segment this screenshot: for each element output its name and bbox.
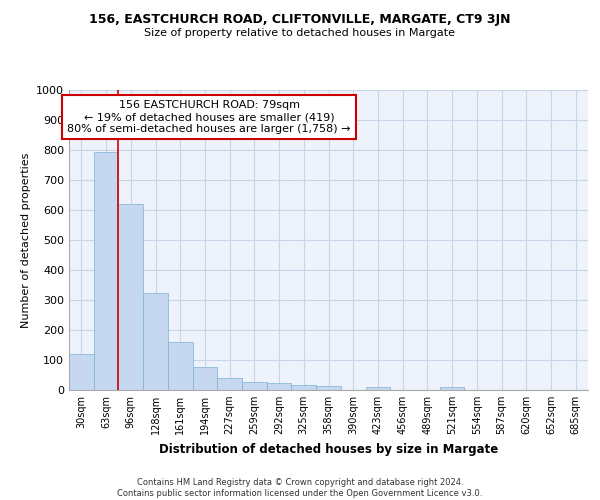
Text: 156 EASTCHURCH ROAD: 79sqm
← 19% of detached houses are smaller (419)
80% of sem: 156 EASTCHURCH ROAD: 79sqm ← 19% of deta… [67,100,351,134]
Bar [118,204,143,390]
Text: Size of property relative to detached houses in Margate: Size of property relative to detached ho… [145,28,455,38]
Bar [193,367,217,390]
Bar [292,385,316,390]
Bar [242,382,267,390]
Bar [440,388,464,390]
Bar [69,354,94,390]
Bar [316,386,341,390]
Y-axis label: Number of detached properties: Number of detached properties [20,152,31,328]
Text: 156, EASTCHURCH ROAD, CLIFTONVILLE, MARGATE, CT9 3JN: 156, EASTCHURCH ROAD, CLIFTONVILLE, MARG… [89,12,511,26]
Bar [217,378,242,390]
Bar [365,387,390,390]
X-axis label: Distribution of detached houses by size in Margate: Distribution of detached houses by size … [159,442,498,456]
Bar [94,152,118,390]
Bar [168,342,193,390]
Bar [267,382,292,390]
Bar [143,292,168,390]
Text: Contains HM Land Registry data © Crown copyright and database right 2024.
Contai: Contains HM Land Registry data © Crown c… [118,478,482,498]
